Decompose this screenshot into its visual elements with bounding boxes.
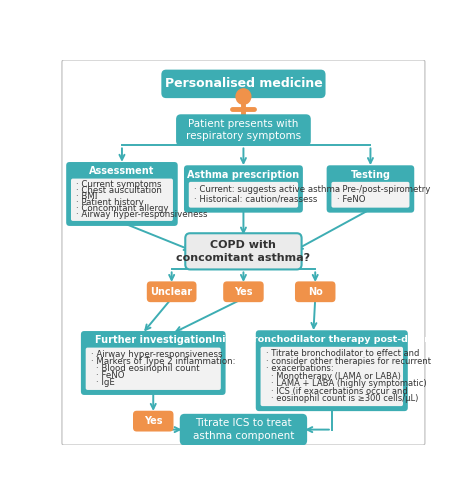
Text: · Chest auscultation: · Chest auscultation [76, 186, 162, 195]
FancyBboxPatch shape [261, 347, 403, 406]
FancyBboxPatch shape [184, 166, 303, 212]
Text: · FeNO: · FeNO [96, 371, 125, 380]
FancyBboxPatch shape [147, 282, 197, 302]
Text: · FeNO: · FeNO [337, 195, 365, 204]
Text: Titrate ICS to treat
asthma component: Titrate ICS to treat asthma component [193, 418, 294, 441]
Text: · Pre-/post-spirometry: · Pre-/post-spirometry [337, 185, 430, 194]
Text: · consider other therapies for recurrent: · consider other therapies for recurrent [266, 356, 431, 366]
Text: Patient presents with
respiratory symptoms: Patient presents with respiratory sympto… [186, 119, 301, 142]
Text: · eosinophil count is ≥300 cells/μL): · eosinophil count is ≥300 cells/μL) [271, 394, 418, 404]
FancyBboxPatch shape [180, 414, 307, 446]
Text: · exacerbations:: · exacerbations: [266, 364, 334, 373]
Text: · Concomitant allergy: · Concomitant allergy [76, 204, 169, 213]
Text: · Historical: caution/reassess: · Historical: caution/reassess [194, 195, 318, 204]
FancyBboxPatch shape [66, 162, 178, 226]
FancyBboxPatch shape [295, 282, 335, 302]
Text: · Markers of Type 2 inflammation:: · Markers of Type 2 inflammation: [91, 357, 236, 366]
Text: · Blood eosinophil count: · Blood eosinophil count [96, 364, 200, 373]
FancyBboxPatch shape [176, 114, 311, 146]
Text: · Patient history: · Patient history [76, 198, 144, 207]
FancyBboxPatch shape [162, 70, 325, 98]
Text: Personalised medicine: Personalised medicine [164, 78, 323, 90]
FancyBboxPatch shape [332, 182, 409, 208]
Text: No: No [308, 287, 323, 297]
Text: · ICS (if exacerbations occur and: · ICS (if exacerbations occur and [271, 387, 408, 396]
Text: Testing: Testing [351, 170, 390, 179]
Text: COPD with
concomitant asthma?: COPD with concomitant asthma? [176, 240, 311, 262]
FancyBboxPatch shape [185, 234, 302, 270]
Text: Asthma prescription: Asthma prescription [187, 170, 300, 179]
Text: · Airway hyper-responsiveness: · Airway hyper-responsiveness [76, 210, 208, 219]
FancyBboxPatch shape [189, 182, 298, 208]
FancyBboxPatch shape [71, 178, 173, 221]
FancyBboxPatch shape [133, 410, 173, 432]
Text: · BMI: · BMI [76, 192, 98, 201]
Text: Yes: Yes [234, 287, 253, 297]
Text: Yes: Yes [144, 416, 162, 426]
Text: · Current: suggests active asthma: · Current: suggests active asthma [194, 185, 341, 194]
Text: · IgE: · IgE [96, 378, 115, 388]
Text: · LAMA + LABA (highly symptomatic): · LAMA + LABA (highly symptomatic) [271, 380, 427, 388]
FancyBboxPatch shape [256, 330, 408, 411]
Circle shape [236, 89, 251, 104]
FancyBboxPatch shape [327, 166, 414, 212]
Text: · Monotherapy (LAMA or LABA): · Monotherapy (LAMA or LABA) [271, 372, 401, 381]
FancyBboxPatch shape [223, 282, 264, 302]
Text: Unclear: Unclear [151, 287, 193, 297]
Text: · Titrate bronchodilator to effect and: · Titrate bronchodilator to effect and [266, 349, 419, 358]
FancyBboxPatch shape [86, 348, 221, 390]
Text: Assessment: Assessment [89, 166, 155, 176]
Text: · Airway hyper-responsiveness: · Airway hyper-responsiveness [91, 350, 223, 359]
FancyBboxPatch shape [81, 331, 226, 395]
Text: Further investigation: Further investigation [95, 336, 212, 345]
Text: · Current symptoms: · Current symptoms [76, 180, 162, 189]
Text: Initial bronchodilator therapy post-diagnosis: Initial bronchodilator therapy post-diag… [212, 335, 452, 344]
